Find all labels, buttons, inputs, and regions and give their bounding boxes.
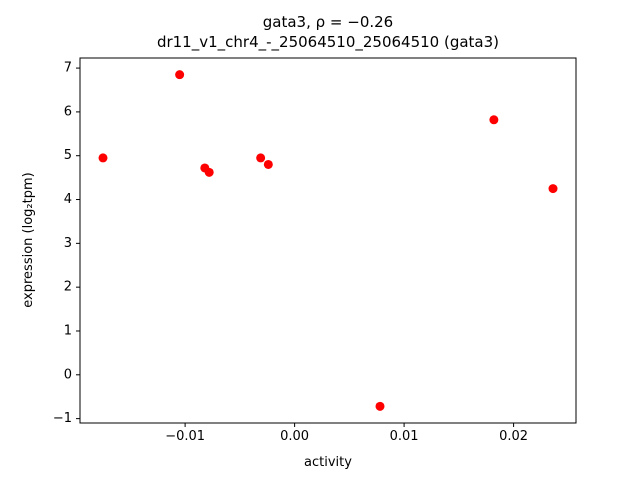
scatter-point (204, 167, 214, 177)
scatter-point (489, 115, 499, 125)
x-tick-label: −0.01 (165, 429, 205, 444)
scatter-point (548, 184, 558, 194)
data-points (98, 70, 558, 411)
scatter-point (98, 153, 108, 163)
scatter-point (175, 70, 185, 80)
scatter-point (256, 153, 266, 163)
chart-subtitle: dr11_v1_chr4_-_25064510_25064510 (gata3) (157, 33, 499, 52)
y-tick-label: 3 (64, 236, 72, 251)
scatter-point (375, 401, 385, 411)
axis-ticks: −0.01 0.00 0.01 0.02 −1 0 1 2 3 4 5 6 7 (53, 61, 528, 444)
x-tick-label: 0.00 (280, 429, 309, 444)
y-tick-label: 4 (64, 192, 72, 207)
x-tick-label: 0.02 (499, 429, 528, 444)
y-tick-label: 1 (64, 323, 72, 338)
x-tick-label: 0.01 (390, 429, 419, 444)
axes-frame (79, 57, 577, 424)
y-axis-label: expression (log₂tpm) (21, 172, 36, 307)
chart-title: gata3, ρ = −0.26 (263, 13, 393, 31)
y-tick-label: 7 (64, 61, 72, 76)
y-tick-label: −1 (53, 411, 72, 426)
y-tick-label: 0 (64, 367, 72, 382)
x-axis-label: activity (304, 455, 352, 470)
y-tick-label: 6 (64, 104, 72, 119)
y-tick-label: 5 (64, 148, 72, 163)
y-tick-label: 2 (64, 280, 72, 295)
scatter-point (263, 159, 273, 169)
